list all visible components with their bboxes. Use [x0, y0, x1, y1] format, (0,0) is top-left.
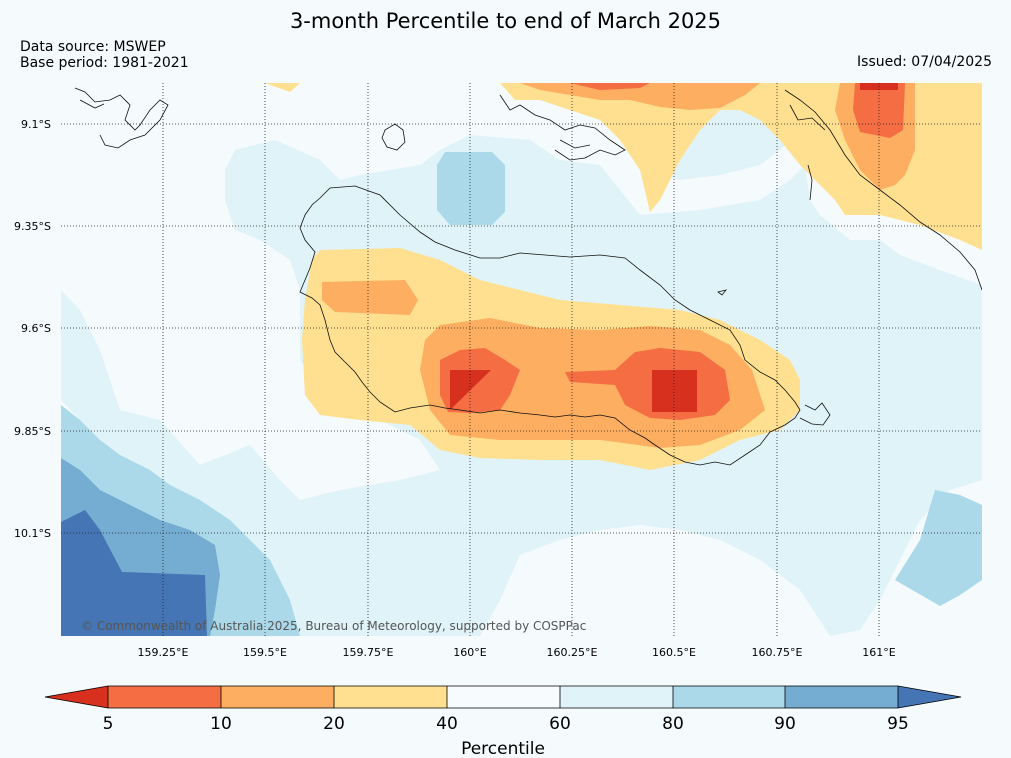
colorbar-tick-label: 95	[887, 714, 909, 734]
map-panel[interactable]: © Commonwealth of Australia 2025, Bureau…	[61, 83, 982, 636]
colorbar-swatch-40-60	[447, 686, 560, 708]
colorbar-tick-label: 80	[662, 714, 684, 734]
lat-label: 9.6°S	[21, 322, 51, 335]
colorbar-swatch-90-95	[785, 686, 898, 708]
lat-label: 9.1°S	[21, 118, 51, 131]
data-source: Data source: MSWEP	[20, 39, 166, 55]
map-title: 3-month Percentile to end of March 2025	[289, 9, 722, 33]
lon-label: 159.25°E	[138, 646, 189, 659]
longitude-labels: 159.25°E 159.5°E 159.75°E 160°E 160.25°E…	[138, 646, 896, 659]
colorbar-swatch-above-95	[898, 686, 961, 708]
graticule	[61, 83, 982, 636]
colorbar-title: Percentile	[461, 739, 545, 758]
lon-label: 160.5°E	[652, 646, 696, 659]
colorbar-swatch-60-80	[560, 686, 673, 708]
colorbar-tick-label: 40	[436, 714, 458, 734]
colorbar-tick-label: 90	[774, 714, 796, 734]
lon-label: 159.75°E	[343, 646, 394, 659]
colorbar-swatch-5-10	[108, 686, 221, 708]
percentile-above-95-area	[61, 510, 207, 636]
base-period: Base period: 1981-2021	[20, 55, 189, 71]
colorbar: 5 10 20 40 60 80 90 95 Percentile	[44, 685, 962, 758]
lat-label: 10.1°S	[14, 527, 51, 540]
lon-label: 161°E	[862, 646, 895, 659]
colorbar-swatch-below-5	[45, 686, 108, 708]
lon-label: 160.75°E	[752, 646, 803, 659]
latitude-labels: 9.1°S 9.35°S 9.6°S 9.85°S 10.1°S	[14, 118, 51, 540]
colorbar-swatch-80-90	[673, 686, 785, 708]
copyright-notice: © Commonwealth of Australia 2025, Bureau…	[81, 619, 586, 633]
data-source-block: Data source: MSWEP Base period: 1981-202…	[20, 39, 189, 71]
colorbar-swatch-20-40	[334, 686, 447, 708]
colorbar-tick-label: 60	[549, 714, 571, 734]
lat-label: 9.85°S	[14, 425, 51, 438]
colorbar-tick-label: 10	[210, 714, 232, 734]
colorbar-swatch-10-20	[221, 686, 334, 708]
issued-date: Issued: 07/04/2025	[857, 54, 992, 70]
lon-label: 160.25°E	[547, 646, 598, 659]
lon-label: 160°E	[453, 646, 486, 659]
colorbar-tick-label: 20	[323, 714, 345, 734]
colorbar-tick-label: 5	[103, 714, 114, 734]
coastline	[74, 87, 982, 466]
lon-label: 159.5°E	[243, 646, 287, 659]
lat-label: 9.35°S	[14, 220, 51, 233]
